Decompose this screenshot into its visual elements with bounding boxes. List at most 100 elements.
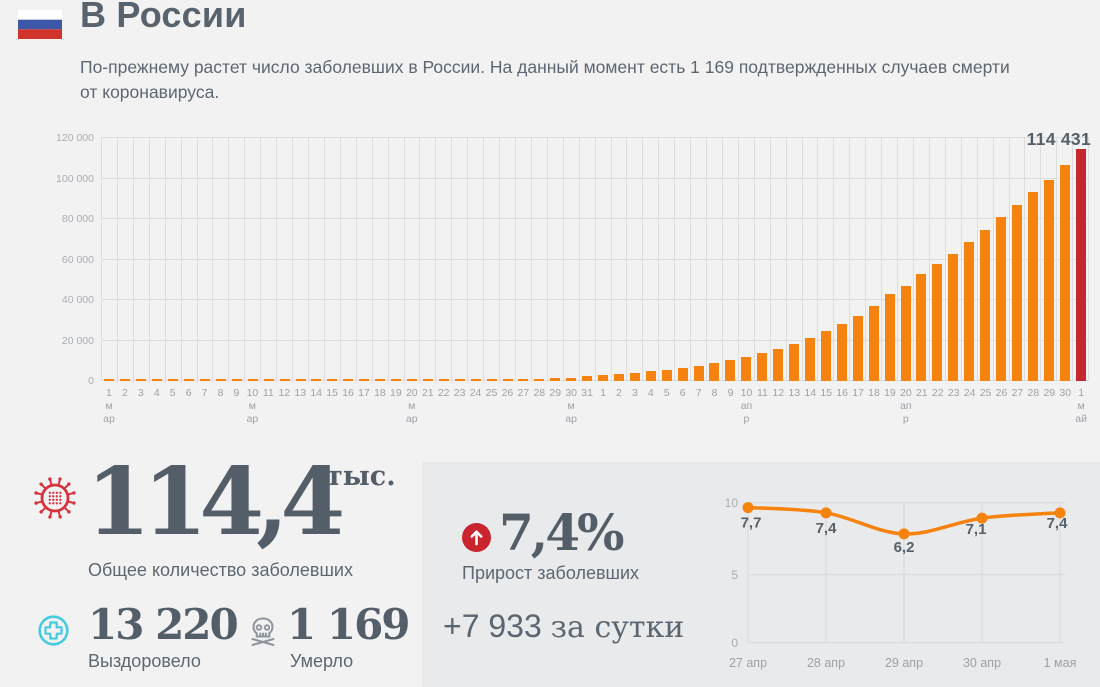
bar[interactable] xyxy=(486,379,497,381)
line-point[interactable] xyxy=(1054,507,1066,519)
day-label: 3 xyxy=(631,387,638,399)
bar[interactable] xyxy=(279,379,290,381)
bar[interactable] xyxy=(1059,165,1070,381)
bar-slot xyxy=(514,138,531,381)
bar[interactable] xyxy=(120,379,131,381)
bar[interactable] xyxy=(916,274,927,381)
bar[interactable] xyxy=(996,217,1007,381)
bar[interactable] xyxy=(773,349,784,381)
bar[interactable] xyxy=(215,379,226,381)
bar[interactable] xyxy=(900,286,911,381)
bar[interactable] xyxy=(502,379,513,381)
bar[interactable] xyxy=(327,379,338,381)
bar[interactable] xyxy=(136,379,147,381)
bar[interactable] xyxy=(598,375,609,381)
bar[interactable] xyxy=(311,379,322,381)
bar[interactable] xyxy=(391,379,402,381)
bar-slot xyxy=(626,138,642,381)
bar[interactable] xyxy=(518,379,529,381)
bar[interactable] xyxy=(1012,205,1022,381)
bar[interactable] xyxy=(661,370,672,381)
bar-slot xyxy=(674,138,690,381)
bar[interactable] xyxy=(1075,149,1086,381)
line-point[interactable] xyxy=(898,528,910,540)
x-axis-label: 2 xyxy=(117,387,133,425)
bar[interactable] xyxy=(582,376,593,381)
bar[interactable] xyxy=(359,379,370,381)
bar-slot xyxy=(403,138,420,381)
bar[interactable] xyxy=(836,324,847,381)
svg-text:7,1: 7,1 xyxy=(966,521,987,538)
medical-cross-icon xyxy=(38,615,69,646)
y-axis-label: 100 000 xyxy=(56,172,94,185)
x-axis-label: 7 xyxy=(197,387,213,425)
bar[interactable] xyxy=(613,374,624,381)
svg-text:5: 5 xyxy=(731,568,738,582)
day-label: 2 xyxy=(616,387,622,399)
bar[interactable] xyxy=(820,331,831,381)
day-label: 11 xyxy=(262,387,274,399)
day-label: 12 xyxy=(772,387,785,399)
bar[interactable] xyxy=(566,378,577,381)
x-axis-label: 13 xyxy=(292,387,308,425)
bar[interactable] xyxy=(295,379,306,381)
bar[interactable] xyxy=(725,360,736,381)
bar[interactable] xyxy=(645,371,656,381)
bar[interactable] xyxy=(629,373,640,381)
bar[interactable] xyxy=(152,379,163,381)
bar[interactable] xyxy=(263,379,274,381)
bar[interactable] xyxy=(884,294,895,381)
bar[interactable] xyxy=(677,368,688,381)
bar-slot xyxy=(307,138,324,381)
bar[interactable] xyxy=(438,379,449,381)
day-label: 2 xyxy=(121,387,128,399)
bar[interactable] xyxy=(422,379,433,381)
line-point[interactable] xyxy=(976,512,988,524)
line-point[interactable] xyxy=(820,507,832,519)
bar[interactable] xyxy=(168,379,179,381)
bar[interactable] xyxy=(709,363,720,381)
bar[interactable] xyxy=(454,379,465,381)
bar[interactable] xyxy=(470,379,481,381)
bar-slot xyxy=(483,138,499,381)
bar[interactable] xyxy=(247,379,258,381)
month-label: мар xyxy=(246,400,259,425)
x-axis-label: 25 xyxy=(484,387,500,425)
bar[interactable] xyxy=(741,357,752,381)
bar[interactable] xyxy=(550,378,561,381)
bar[interactable] xyxy=(184,379,195,381)
x-axis-label: 27 xyxy=(515,387,531,425)
bar[interactable] xyxy=(375,379,386,381)
bar[interactable] xyxy=(231,379,242,381)
bar[interactable] xyxy=(1043,180,1054,381)
bar[interactable] xyxy=(948,254,959,381)
day-label: 18 xyxy=(868,387,880,399)
bar[interactable] xyxy=(789,344,800,381)
bar[interactable] xyxy=(343,379,354,381)
bar-slot xyxy=(164,138,181,381)
bar-slot xyxy=(355,138,372,381)
bar[interactable] xyxy=(868,306,879,381)
bar-slot xyxy=(546,138,563,381)
bar[interactable] xyxy=(1027,192,1038,381)
x-axis-label: 3 xyxy=(133,387,149,425)
bar[interactable] xyxy=(199,379,210,381)
bar[interactable] xyxy=(534,379,545,381)
bar-slot xyxy=(817,138,833,381)
bar[interactable] xyxy=(406,379,417,381)
x-axis-label: 24 xyxy=(962,387,978,425)
day-label: 13 xyxy=(294,387,307,399)
bar[interactable] xyxy=(852,316,863,381)
bar[interactable] xyxy=(932,264,943,381)
bar[interactable] xyxy=(980,230,991,381)
bar[interactable] xyxy=(693,366,704,381)
bar[interactable] xyxy=(964,242,975,381)
bar[interactable] xyxy=(805,338,816,381)
bar[interactable] xyxy=(757,353,768,381)
day-label: 29 xyxy=(549,387,562,399)
total-cases-label: Общее количество заболевших xyxy=(88,560,353,580)
line-point[interactable] xyxy=(742,502,754,514)
bar[interactable] xyxy=(104,379,115,381)
day-label: 1 xyxy=(106,387,112,399)
page-subtitle: По-прежнему растет число заболевших в Ро… xyxy=(80,57,1010,102)
